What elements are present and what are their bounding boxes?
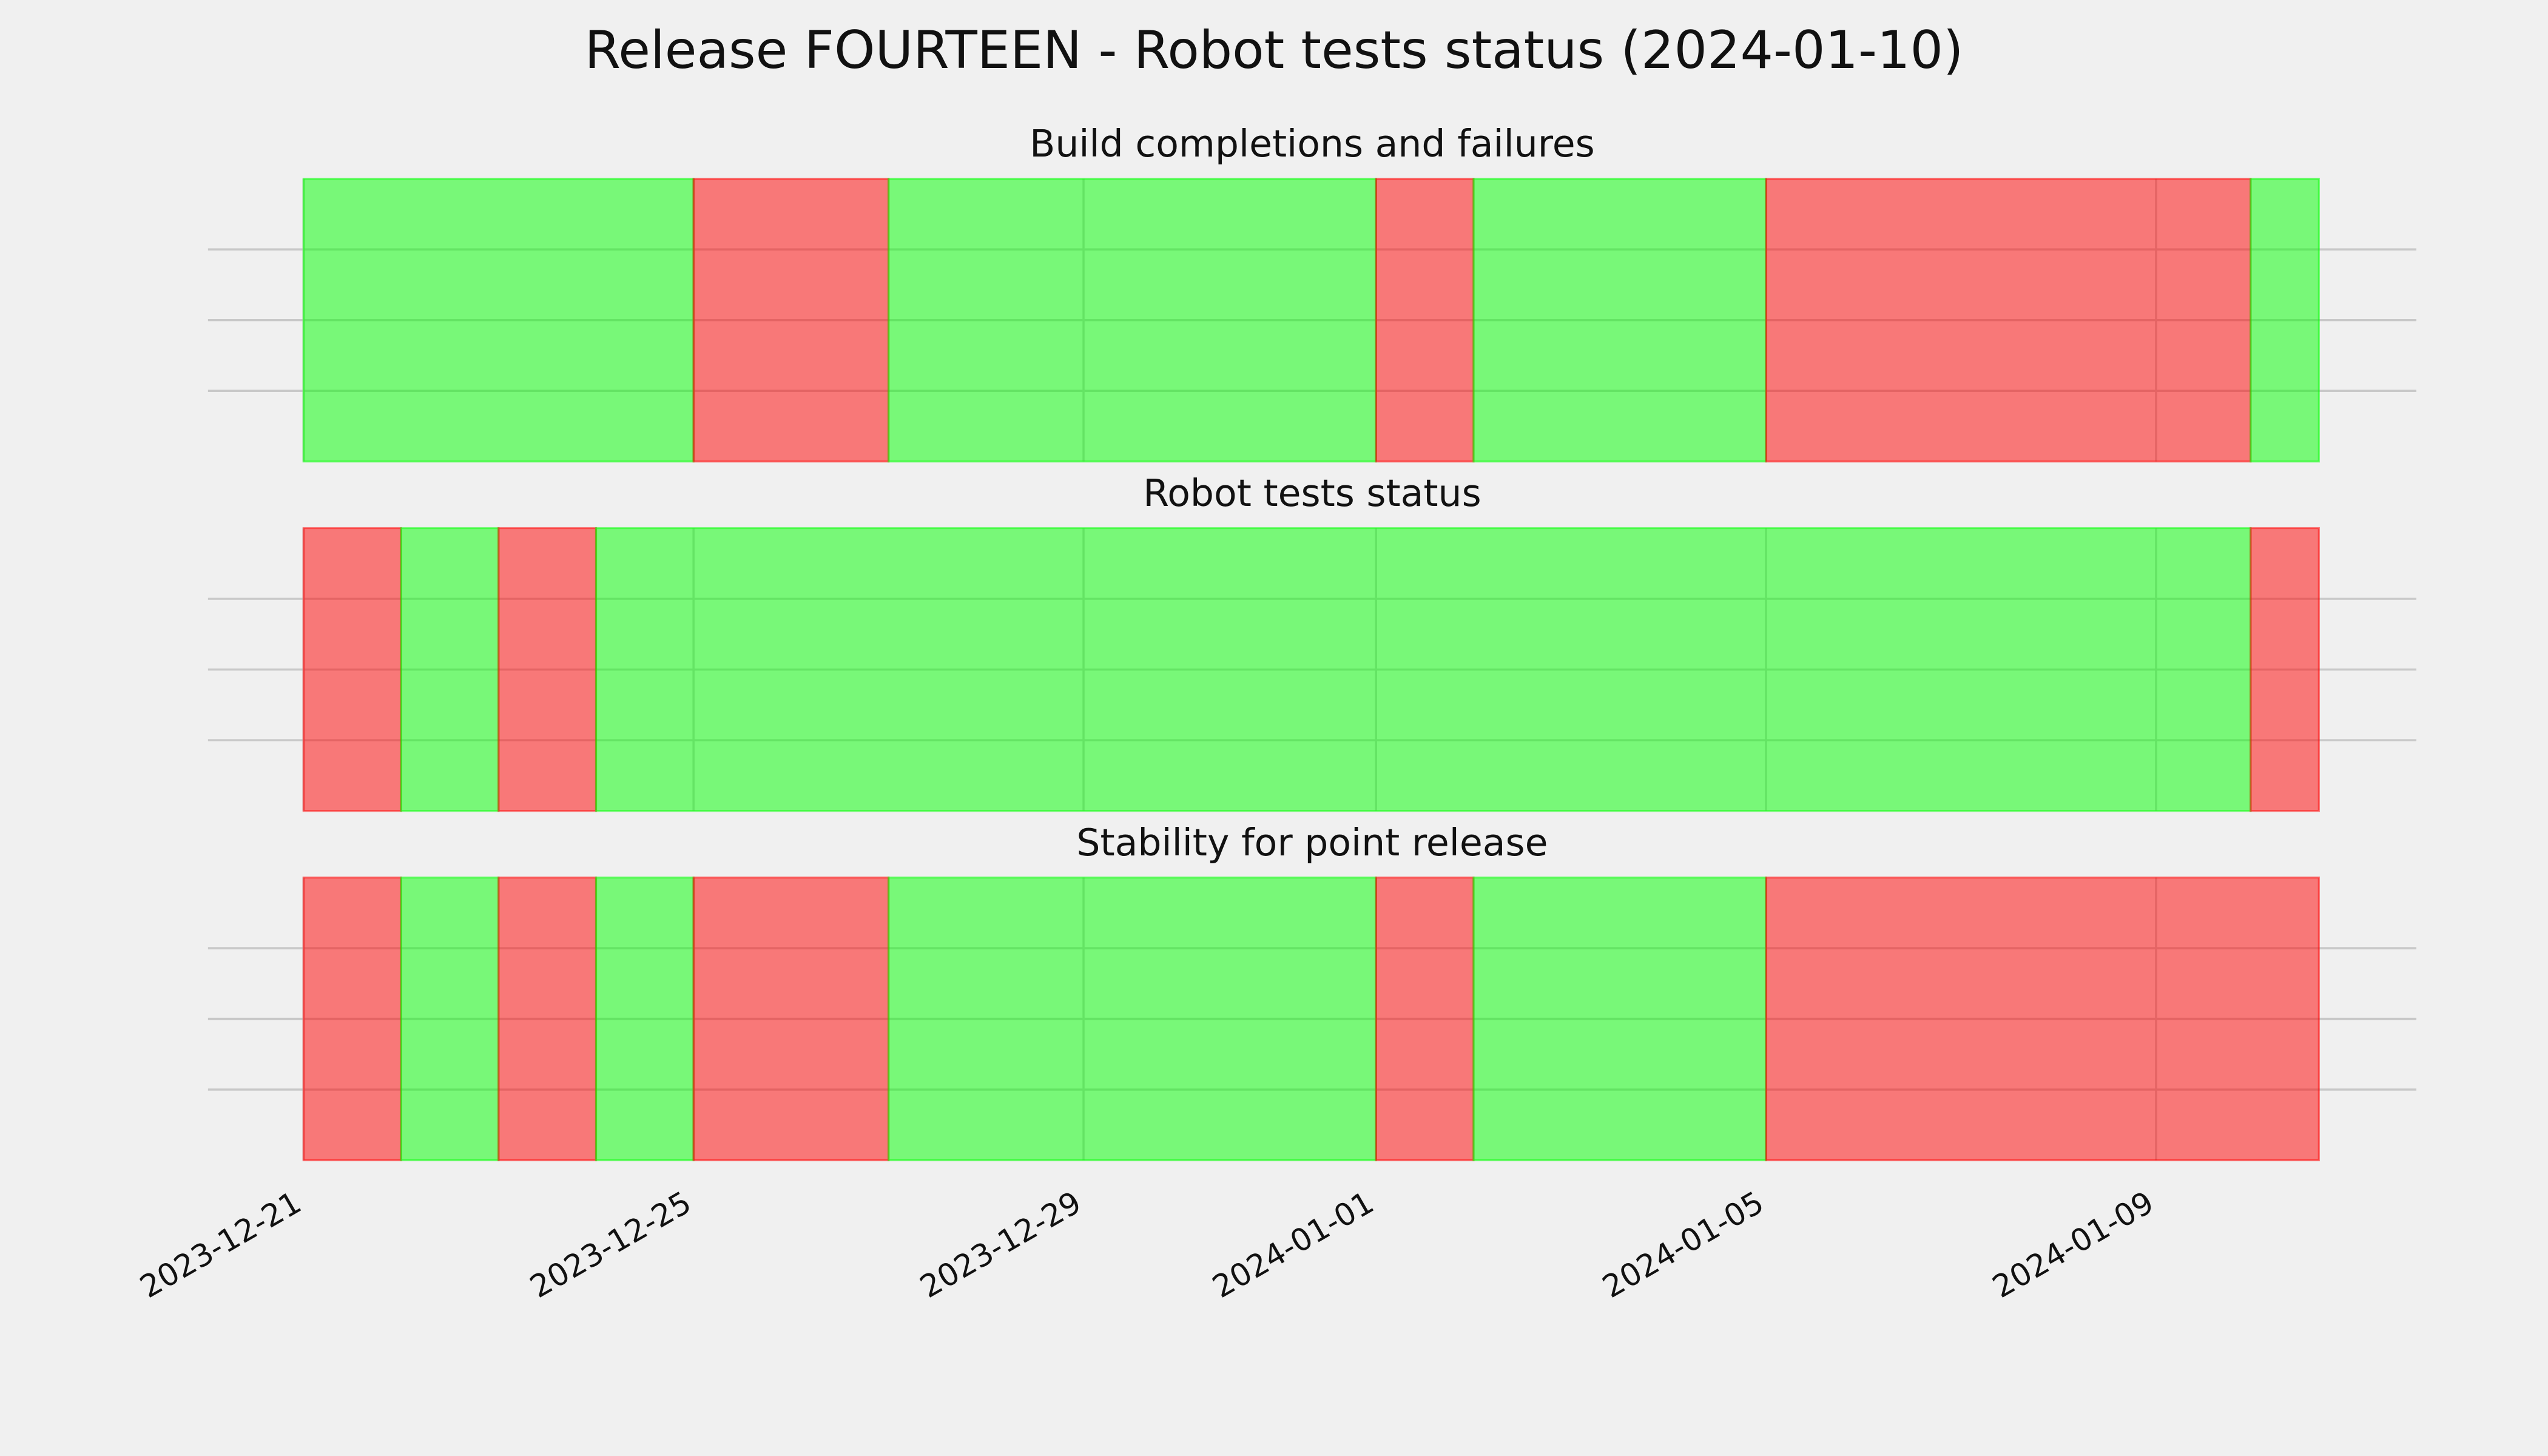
status-span <box>692 876 890 1162</box>
status-span <box>497 876 598 1162</box>
status-span <box>302 876 402 1162</box>
status-span <box>2250 178 2320 463</box>
status-span <box>302 527 402 812</box>
status-span <box>1375 876 1475 1162</box>
status-span <box>888 876 1377 1162</box>
panel-title: Build completions and failures <box>1030 122 1595 166</box>
status-span <box>888 178 1377 463</box>
status-span <box>1472 178 1767 463</box>
status-span <box>595 527 2252 812</box>
status-span <box>302 178 695 463</box>
status-span <box>1472 876 1767 1162</box>
chart-title: Release FOURTEEN - Robot tests status (2… <box>585 20 1964 81</box>
status-span <box>497 527 598 812</box>
status-span <box>1765 178 2252 463</box>
status-span <box>1765 876 2320 1162</box>
status-span <box>400 527 500 812</box>
panel-title: Stability for point release <box>1076 821 1548 864</box>
status-span <box>595 876 695 1162</box>
status-span <box>1375 178 1475 463</box>
panel-title: Robot tests status <box>1143 471 1481 515</box>
status-span <box>2250 527 2320 812</box>
status-span <box>692 178 890 463</box>
status-span <box>400 876 500 1162</box>
